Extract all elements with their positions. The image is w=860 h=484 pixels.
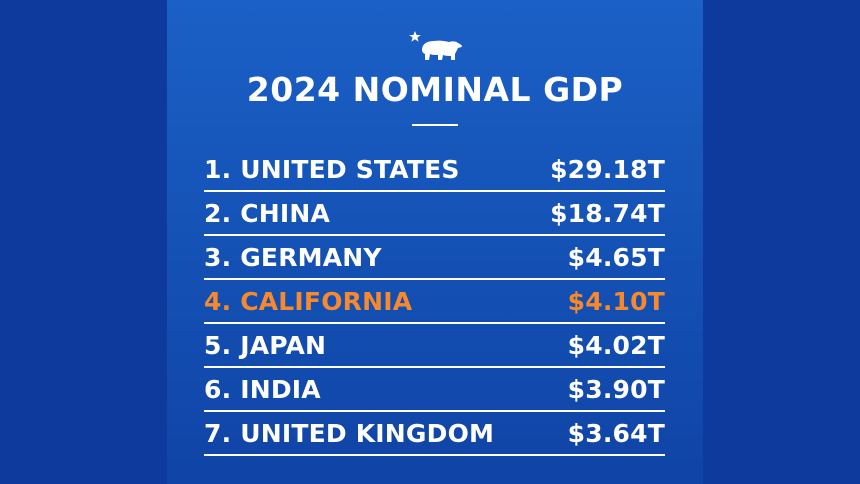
gdp-value: $3.90T [567, 374, 665, 404]
country-name: 5. JAPAN [204, 330, 327, 360]
gdp-value: $4.02T [567, 330, 665, 360]
gdp-value: $29.18T [550, 154, 665, 184]
ranking-row: 6. INDIA $3.90T [204, 368, 665, 412]
page-title: 2024 NOMINAL GDP [246, 70, 624, 109]
country-name: 7. UNITED KINGDOM [204, 418, 495, 448]
gdp-card: 2024 NOMINAL GDP 1. UNITED STATES $29.18… [167, 0, 703, 484]
country-name: 2. CHINA [204, 198, 331, 228]
ranking-row: 1. UNITED STATES $29.18T [204, 148, 665, 192]
gdp-value: $4.65T [567, 242, 665, 272]
country-name: 4. CALIFORNIA [204, 286, 413, 316]
ranking-row: 2. CHINA $18.74T [204, 192, 665, 236]
country-name: 1. UNITED STATES [204, 154, 460, 184]
gdp-value: $4.10T [567, 286, 665, 316]
ranking-row: 5. JAPAN $4.02T [204, 324, 665, 368]
ranking-row-highlighted: 4. CALIFORNIA $4.10T [204, 280, 665, 324]
gdp-ranking-list: 1. UNITED STATES $29.18T 2. CHINA $18.74… [204, 148, 665, 456]
gdp-value: $3.64T [567, 418, 665, 448]
ranking-row: 3. GERMANY $4.65T [204, 236, 665, 280]
ranking-row: 7. UNITED KINGDOM $3.64T [204, 412, 665, 456]
country-name: 6. INDIA [204, 374, 321, 404]
country-name: 3. GERMANY [204, 242, 382, 272]
title-divider [412, 124, 458, 126]
bear-star-icon [409, 31, 462, 60]
gdp-value: $18.74T [550, 198, 665, 228]
